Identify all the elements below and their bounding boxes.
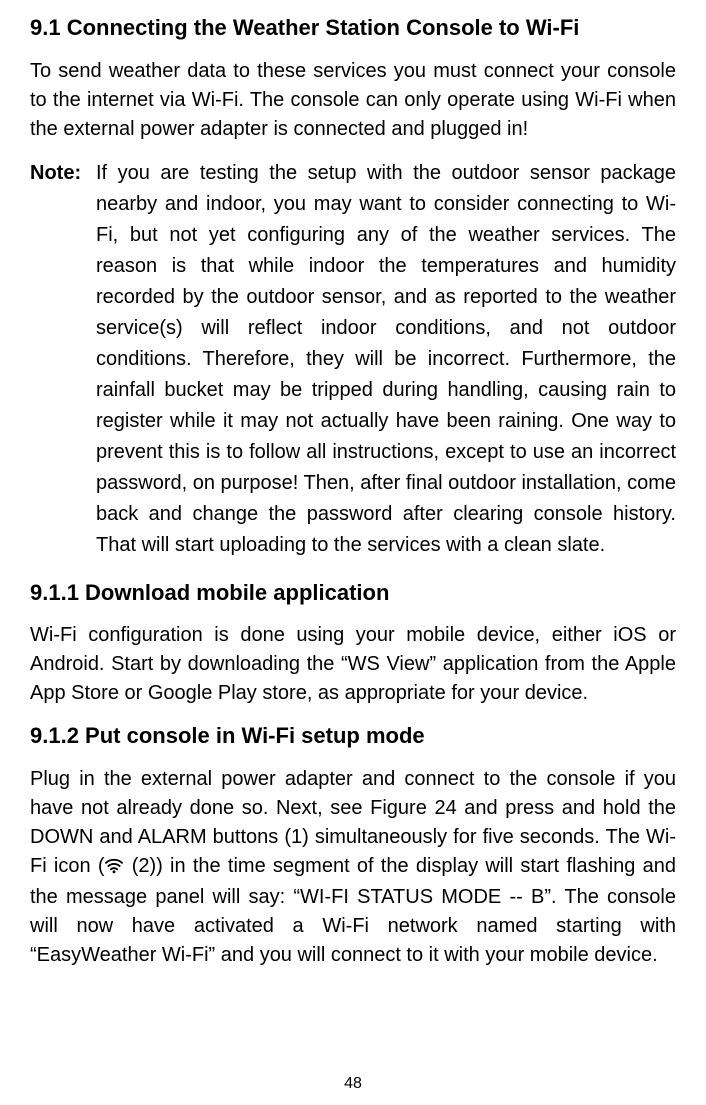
note-block: Note: If you are testing the setup with … <box>30 158 676 561</box>
note-label: Note: <box>30 158 96 561</box>
heading-9-1-1: 9.1.1 Download mobile application <box>30 579 676 608</box>
manual-page: 9.1 Connecting the Weather Station Conso… <box>0 0 706 1105</box>
section-9-1-2-body-after: (2)) in the time segment of the display … <box>30 855 676 966</box>
heading-9-1: 9.1 Connecting the Weather Station Conso… <box>30 14 676 43</box>
note-body: If you are testing the setup with the ou… <box>96 158 676 561</box>
section-9-1-2-body: Plug in the external power adapter and c… <box>30 765 676 970</box>
section-9-1-1-body: Wi-Fi configuration is done using your m… <box>30 621 676 708</box>
wifi-icon <box>104 854 124 883</box>
section-9-1-intro: To send weather data to these services y… <box>30 57 676 144</box>
heading-9-1-2: 9.1.2 Put console in Wi-Fi setup mode <box>30 722 676 751</box>
page-number: 48 <box>0 1075 706 1093</box>
